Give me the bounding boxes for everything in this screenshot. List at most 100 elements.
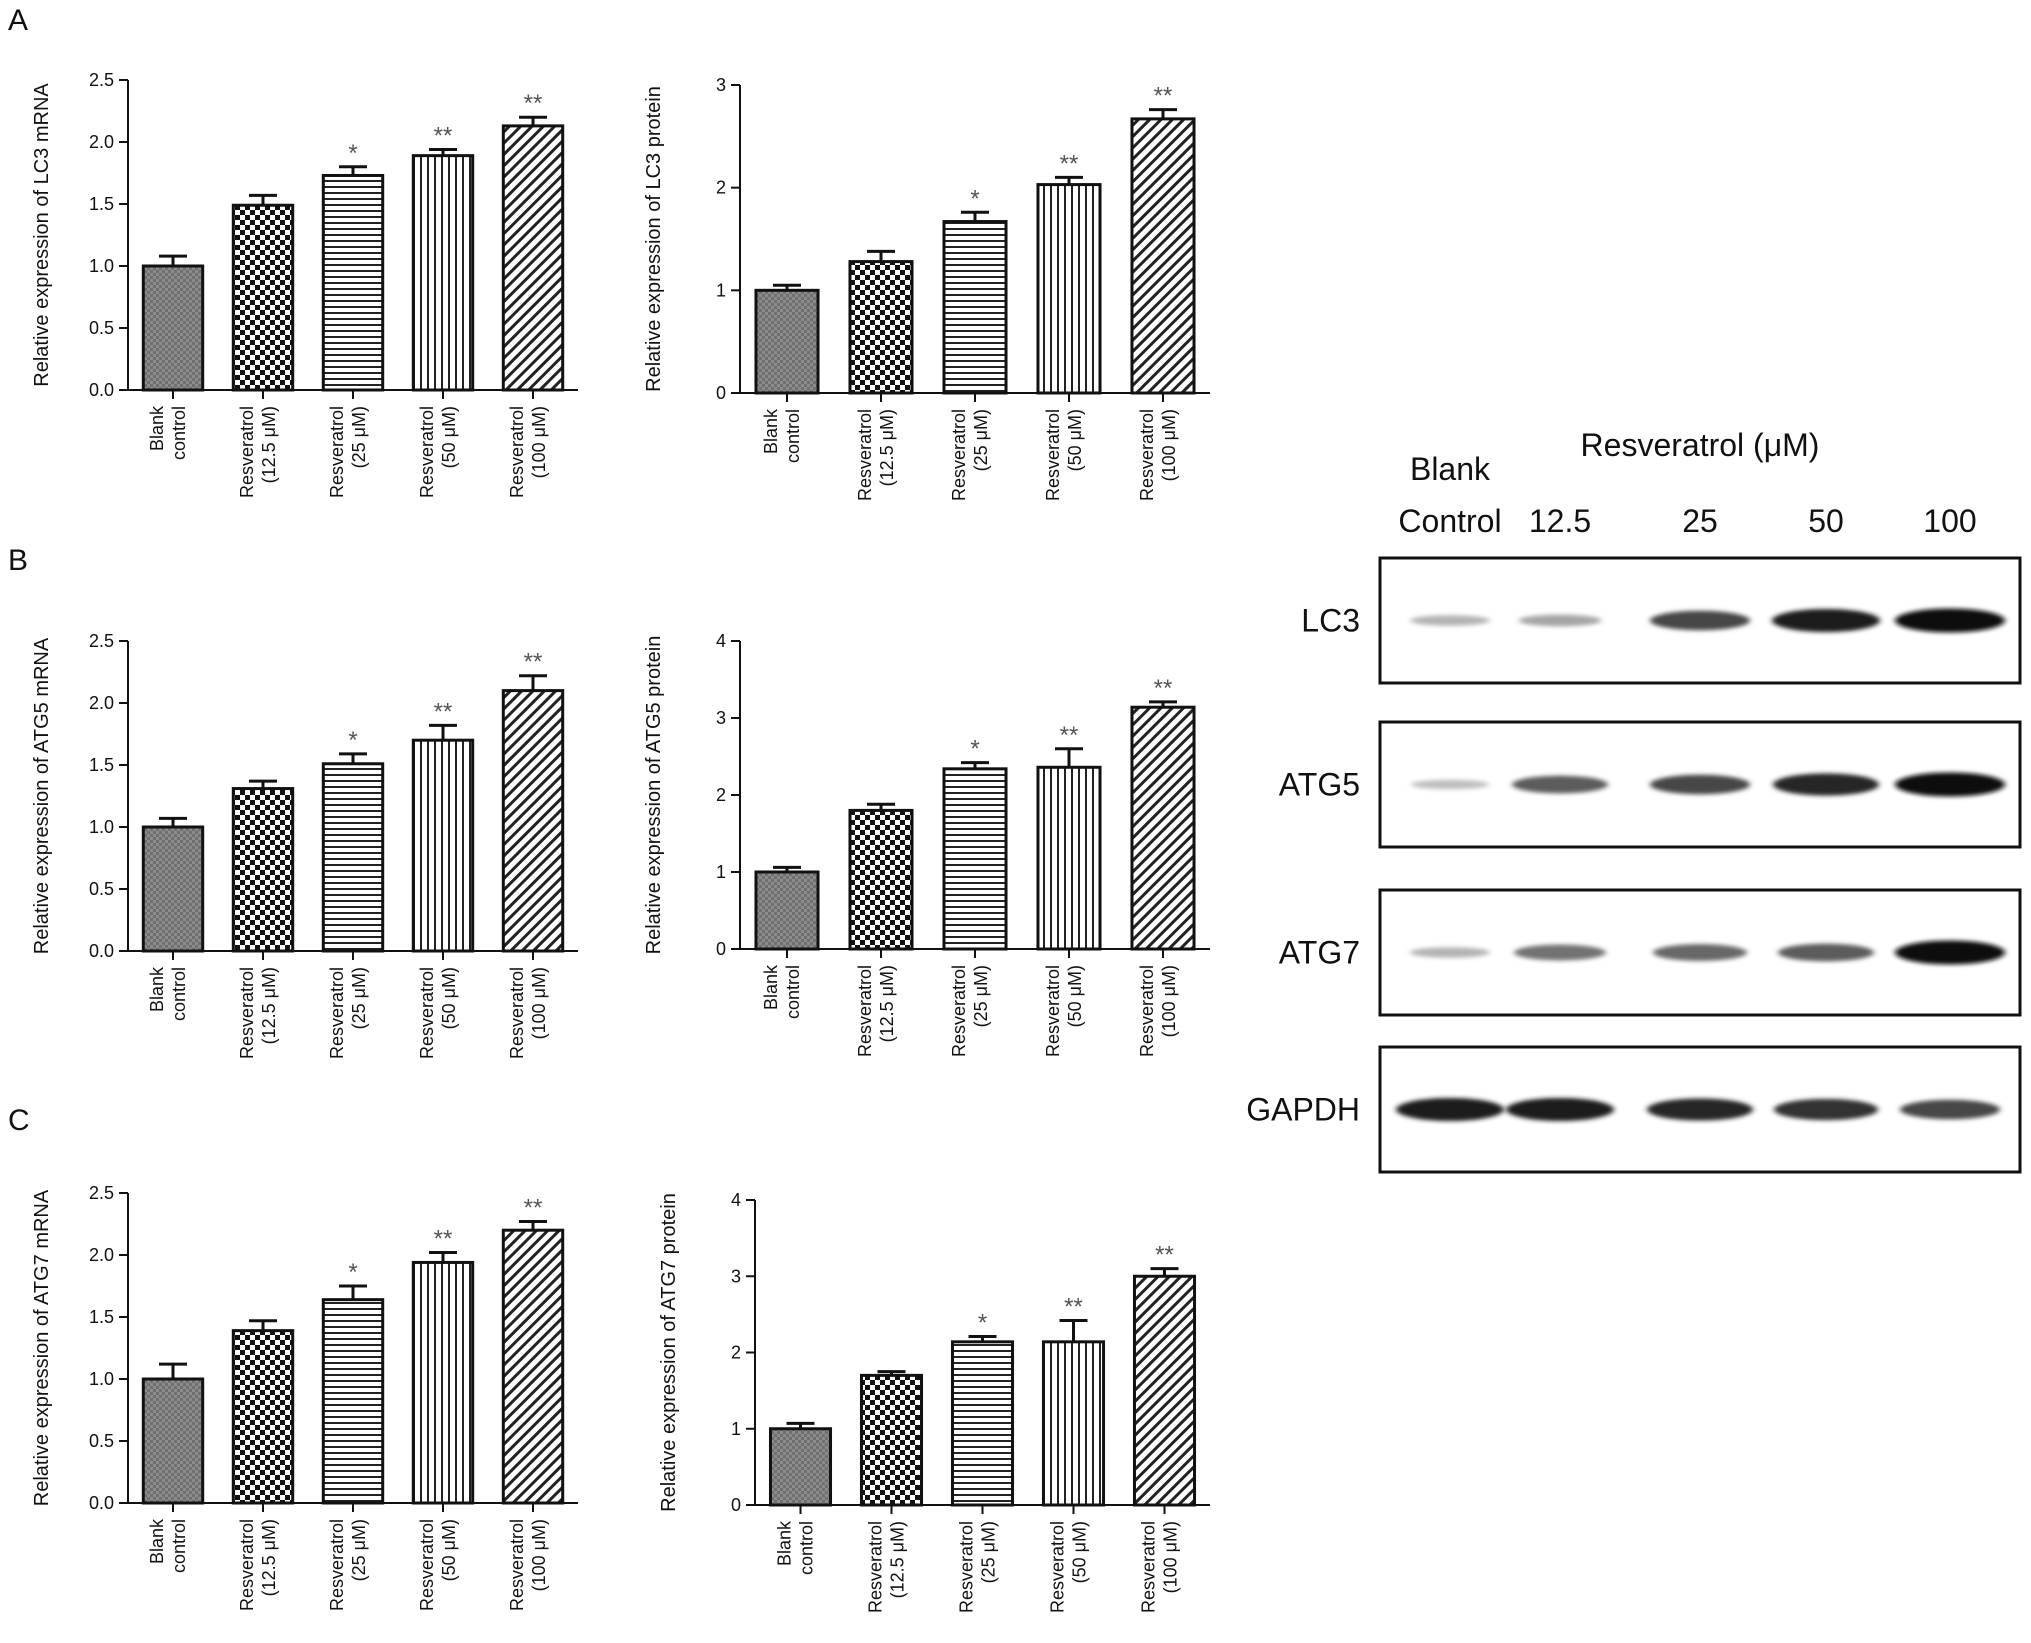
bar xyxy=(1036,183,1102,395)
significance-marker: ** xyxy=(1064,1293,1083,1320)
significance-marker: ** xyxy=(1155,1242,1174,1269)
significance-marker: ** xyxy=(434,122,453,149)
bar xyxy=(942,220,1008,395)
y-tick-label: 1.0 xyxy=(89,256,114,276)
y-axis-label: Relative expression of ATG7 protein xyxy=(658,1193,680,1512)
category-label: Blank xyxy=(761,964,781,1010)
bar xyxy=(501,1228,565,1505)
blot-band xyxy=(1895,940,2005,965)
category-label: Resveratrol xyxy=(949,409,969,501)
category-label: (25 μM) xyxy=(349,1519,369,1581)
blot-band xyxy=(1647,1098,1753,1121)
significance-marker: ** xyxy=(524,1195,543,1222)
bar xyxy=(1036,765,1102,951)
category-label: (100 μM) xyxy=(529,406,549,478)
category-label: Resveratrol xyxy=(957,1521,977,1613)
bar xyxy=(848,808,914,951)
category-label: Resveratrol xyxy=(417,406,437,498)
blot-band xyxy=(1772,608,1880,633)
category-label: Blank xyxy=(147,405,167,451)
bar xyxy=(1130,117,1196,395)
blot-band xyxy=(1410,947,1490,958)
category-label: (25 μM) xyxy=(971,965,991,1027)
blot-row-label: ATG5 xyxy=(1279,767,1360,803)
category-label: Blank xyxy=(147,966,167,1012)
significance-marker: ** xyxy=(1154,675,1173,702)
category-label: Blank xyxy=(761,408,781,454)
blot-band xyxy=(1895,772,2005,797)
lane-label: 25 xyxy=(1682,503,1718,539)
significance-marker: * xyxy=(970,185,979,212)
bar xyxy=(1130,705,1196,951)
bar xyxy=(501,689,565,953)
category-label: Resveratrol xyxy=(1137,409,1157,501)
blot-band xyxy=(1411,779,1489,790)
panel-letter-c: C xyxy=(8,1104,30,1137)
y-tick-label: 1.5 xyxy=(89,1307,114,1327)
bar xyxy=(231,1329,295,1505)
category-label: (25 μM) xyxy=(979,1521,999,1583)
significance-marker: ** xyxy=(1060,150,1079,177)
category-label: (100 μM) xyxy=(1159,965,1179,1037)
category-label: (12.5 μM) xyxy=(877,965,897,1042)
y-tick-label: 0.5 xyxy=(89,879,114,899)
y-tick-label: 2.5 xyxy=(89,1183,114,1203)
category-label: Resveratrol xyxy=(1139,1521,1159,1613)
y-axis-label: Relative expression of LC3 protein xyxy=(643,86,665,392)
blot-row-label: LC3 xyxy=(1301,603,1360,639)
y-tick-label: 1.0 xyxy=(89,1369,114,1389)
y-axis-label: Relative expression of ATG5 mRNA xyxy=(31,637,53,954)
y-tick-label: 0.0 xyxy=(89,1493,114,1513)
y-tick-label: 2 xyxy=(716,178,726,198)
lane-label: 12.5 xyxy=(1529,503,1591,539)
category-label: Resveratrol xyxy=(1043,965,1063,1057)
y-tick-label: 2 xyxy=(716,785,726,805)
bar xyxy=(141,1377,205,1505)
category-label: Resveratrol xyxy=(507,967,527,1059)
category-label: Resveratrol xyxy=(417,967,437,1059)
y-tick-label: 1 xyxy=(716,862,726,882)
panel-letter-a: A xyxy=(8,4,28,37)
blot-band xyxy=(1514,944,1606,961)
blot-row-label: GAPDH xyxy=(1246,1092,1360,1128)
category-label: Resveratrol xyxy=(1137,965,1157,1057)
bar xyxy=(859,1373,924,1507)
category-label: (25 μM) xyxy=(349,967,369,1029)
chart-lc3-protein: 0 1 2 3 Relative expression of LC3 protein Bl… xyxy=(643,75,1210,501)
category-label: Resveratrol xyxy=(327,1519,347,1611)
category-label: Resveratrol xyxy=(327,967,347,1059)
category-label: Resveratrol xyxy=(507,406,527,498)
category-label: Resveratrol xyxy=(237,406,257,498)
bar xyxy=(942,767,1008,951)
significance-marker: * xyxy=(978,1309,987,1336)
category-label: (50 μM) xyxy=(439,406,459,468)
y-tick-label: 3 xyxy=(716,708,726,728)
y-tick-label: 1 xyxy=(731,1419,741,1439)
bar xyxy=(1132,1274,1197,1507)
bar xyxy=(321,762,385,953)
y-tick-label: 0 xyxy=(716,383,726,403)
significance-marker: * xyxy=(348,1259,357,1286)
category-label: Resveratrol xyxy=(237,967,257,1059)
blot-band xyxy=(1512,775,1608,794)
category-label: (100 μM) xyxy=(1159,409,1179,481)
blot-band xyxy=(1773,773,1879,796)
category-label: (25 μM) xyxy=(349,406,369,468)
lane-label: Control xyxy=(1398,503,1501,539)
blot-band xyxy=(1650,774,1750,795)
y-axis-label: Relative expression of LC3 mRNA xyxy=(31,83,53,387)
bar xyxy=(950,1340,1015,1507)
significance-marker: * xyxy=(348,140,357,167)
category-label: Resveratrol xyxy=(949,965,969,1057)
y-tick-label: 2.5 xyxy=(89,631,114,651)
category-label: control xyxy=(169,1519,189,1573)
category-label: control xyxy=(797,1521,817,1575)
y-tick-label: 1.5 xyxy=(89,194,114,214)
category-label: control xyxy=(169,967,189,1021)
significance-marker: * xyxy=(970,736,979,763)
y-tick-label: 0 xyxy=(731,1495,741,1515)
chart-atg5-mrna: 0.0 0.5 1.0 1.5 2.0 2.5 Relative expression of… xyxy=(31,631,578,1059)
bar xyxy=(141,264,205,392)
category-label: (25 μM) xyxy=(971,409,991,471)
